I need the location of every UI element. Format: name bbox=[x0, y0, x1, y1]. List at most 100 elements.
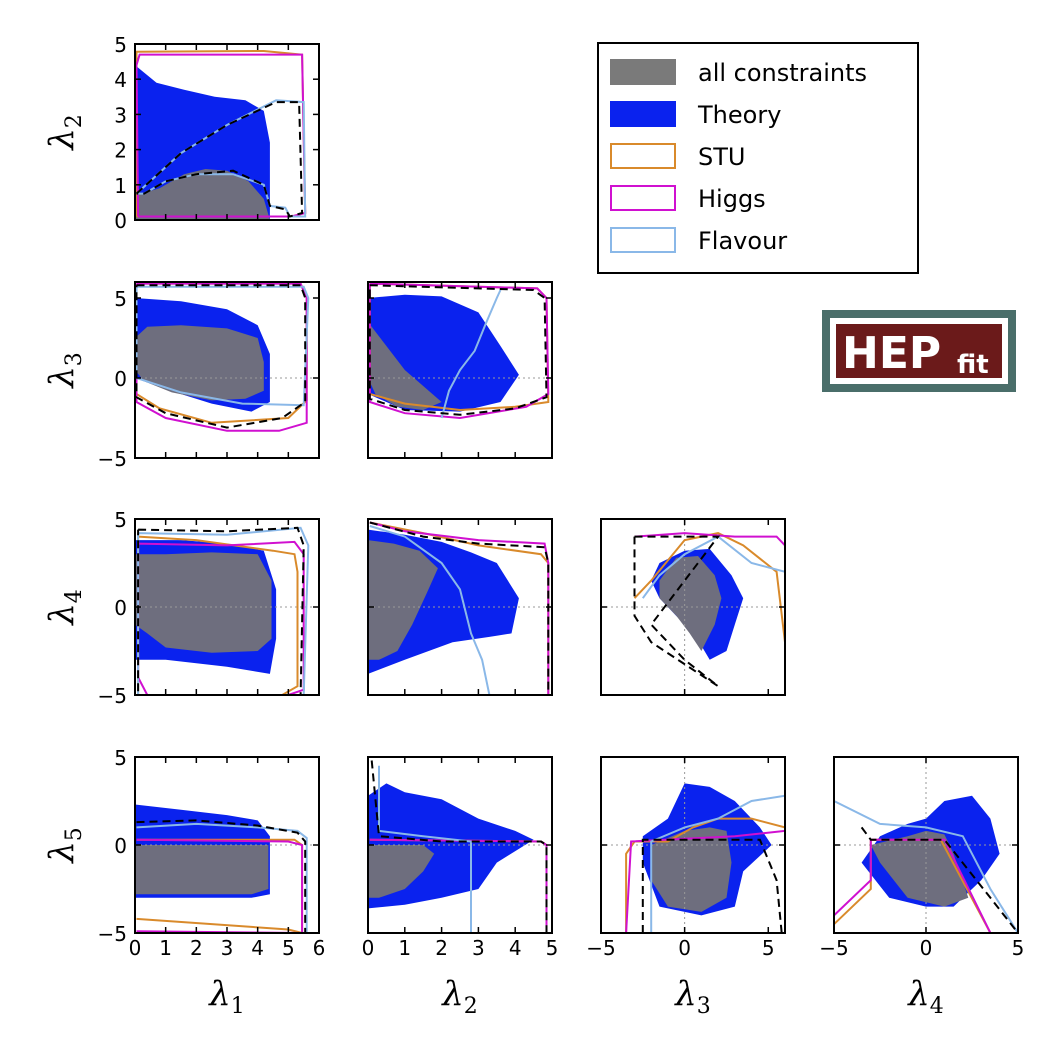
panel-l4-vs-l2 bbox=[367, 518, 553, 696]
y-axis-label-subscript: 3 bbox=[62, 352, 87, 366]
y-tick-label: 5 bbox=[114, 508, 127, 532]
legend-items: all constraints Theory STU Higgs Flavour bbox=[610, 59, 867, 255]
all-constraints-region bbox=[651, 827, 732, 912]
panel-plot-area bbox=[368, 282, 552, 420]
panel-l4-vs-l1: −5 0 5 λ4 bbox=[42, 508, 320, 708]
x-tick-label: −5 bbox=[819, 936, 848, 960]
all-constraints-region bbox=[659, 556, 722, 651]
legend-swatch bbox=[610, 101, 676, 127]
y-tick-label: 0 bbox=[114, 367, 127, 391]
y-axis-label: λ3 bbox=[42, 352, 87, 390]
x-tick-label: 5 bbox=[546, 936, 559, 960]
legend-entry: Theory bbox=[610, 101, 781, 129]
x-tick-label: 2 bbox=[190, 936, 203, 960]
x-tick-label: 0 bbox=[362, 936, 375, 960]
x-tick-label: 3 bbox=[221, 936, 234, 960]
x-axis-label-subscript: 3 bbox=[697, 994, 711, 1019]
y-axis-label-subscript: 5 bbox=[62, 827, 87, 841]
legend-swatch bbox=[610, 59, 676, 85]
y-tick-label: −5 bbox=[98, 684, 127, 708]
flavour-contour bbox=[440, 289, 502, 419]
x-tick-label: 1 bbox=[159, 936, 172, 960]
combined-dashed-contour bbox=[368, 284, 548, 416]
hepfit-logo: HEP fit bbox=[822, 310, 1016, 392]
panel-l5-vs-l4: −5 0 5 λ4 bbox=[819, 756, 1025, 1019]
panel-plot-area bbox=[135, 282, 319, 432]
flavour-contour bbox=[135, 285, 310, 407]
panel-l5-vs-l2: 0 1 2 3 4 5λ2 bbox=[362, 756, 559, 1019]
y-axis-label: λ2 bbox=[42, 114, 87, 152]
x-tick-label: 2 bbox=[435, 936, 448, 960]
panel-l5-vs-l3: −5 0 5 λ3 bbox=[586, 756, 786, 1019]
all-constraints-region bbox=[368, 845, 435, 898]
x-axis-label: λ2 bbox=[440, 974, 478, 1019]
logo-sub-text: fit bbox=[957, 350, 989, 380]
x-tick-label: 1 bbox=[398, 936, 411, 960]
y-tick-label: 4 bbox=[114, 68, 127, 92]
x-axis-label: λ3 bbox=[673, 974, 711, 1019]
flavour-contour bbox=[137, 526, 310, 695]
legend-swatch bbox=[610, 227, 676, 253]
legend-entry: all constraints bbox=[610, 59, 867, 87]
flavour-contour bbox=[650, 794, 785, 933]
legend: all constraints Theory STU Higgs Flavour bbox=[597, 42, 919, 274]
y-tick-label: 5 bbox=[114, 287, 127, 311]
y-tick-label: 2 bbox=[114, 139, 127, 163]
x-tick-label: 6 bbox=[313, 936, 326, 960]
y-tick-label: 5 bbox=[114, 33, 127, 57]
y-tick-label: 5 bbox=[114, 746, 127, 770]
combined-dashed-contour bbox=[641, 838, 783, 933]
legend-entry: Flavour bbox=[610, 227, 787, 255]
combined-dashed-contour bbox=[369, 521, 550, 695]
y-tick-label: 0 bbox=[114, 209, 127, 233]
all-constraints-region bbox=[368, 322, 442, 410]
combined-dashed-contour bbox=[136, 819, 307, 933]
panel-l3-vs-l1: −5 0 5 λ3 bbox=[42, 281, 320, 471]
panel-l4-vs-l3 bbox=[600, 518, 786, 696]
combined-dashed-contour bbox=[135, 101, 304, 218]
x-tick-label: 5 bbox=[762, 936, 775, 960]
combined-dashed-contour bbox=[370, 760, 548, 933]
y-axis-label: λ4 bbox=[42, 589, 87, 627]
stu-contour bbox=[625, 817, 785, 933]
panel-plot-area bbox=[135, 804, 319, 933]
logo-background bbox=[836, 324, 1002, 378]
logo-main-text: HEP bbox=[842, 328, 941, 379]
panel-frame bbox=[367, 281, 553, 459]
y-axis-label-subscript: 4 bbox=[62, 589, 87, 603]
x-tick-label: 0 bbox=[678, 936, 691, 960]
higgs-contour bbox=[634, 532, 785, 547]
y-tick-label: 1 bbox=[114, 174, 127, 198]
x-axis-label-subscript: 2 bbox=[464, 994, 478, 1019]
stu-contour bbox=[633, 532, 785, 643]
panel-plot-area bbox=[135, 49, 307, 220]
all-constraints-region bbox=[135, 552, 272, 653]
x-tick-label: −5 bbox=[586, 936, 615, 960]
x-tick-label: 0 bbox=[920, 936, 933, 960]
legend-label: STU bbox=[698, 143, 745, 171]
x-tick-label: 5 bbox=[1012, 936, 1025, 960]
x-axis-label-subscript: 4 bbox=[930, 994, 944, 1019]
x-tick-label: 5 bbox=[282, 936, 295, 960]
y-tick-label: 0 bbox=[114, 596, 127, 620]
higgs-contour bbox=[368, 282, 550, 420]
y-tick-label: −5 bbox=[98, 922, 127, 946]
all-constraints-region bbox=[135, 325, 264, 401]
y-axis-label: λ5 bbox=[42, 827, 87, 865]
panel-plot-area bbox=[368, 521, 552, 695]
flavour-contour bbox=[136, 822, 308, 933]
x-tick-label: 4 bbox=[251, 936, 264, 960]
panel-plot-area bbox=[601, 519, 785, 695]
legend-swatch bbox=[610, 143, 676, 169]
panel-l3-vs-l2 bbox=[367, 281, 553, 459]
flavour-contour bbox=[369, 525, 491, 695]
x-axis-label: λ4 bbox=[906, 974, 944, 1019]
y-tick-label: 3 bbox=[114, 103, 127, 127]
higgs-contour bbox=[135, 282, 308, 432]
legend-label: all constraints bbox=[698, 59, 867, 87]
legend-label: Theory bbox=[697, 101, 781, 129]
legend-label: Flavour bbox=[698, 227, 787, 255]
combined-dashed-contour bbox=[860, 826, 1018, 933]
